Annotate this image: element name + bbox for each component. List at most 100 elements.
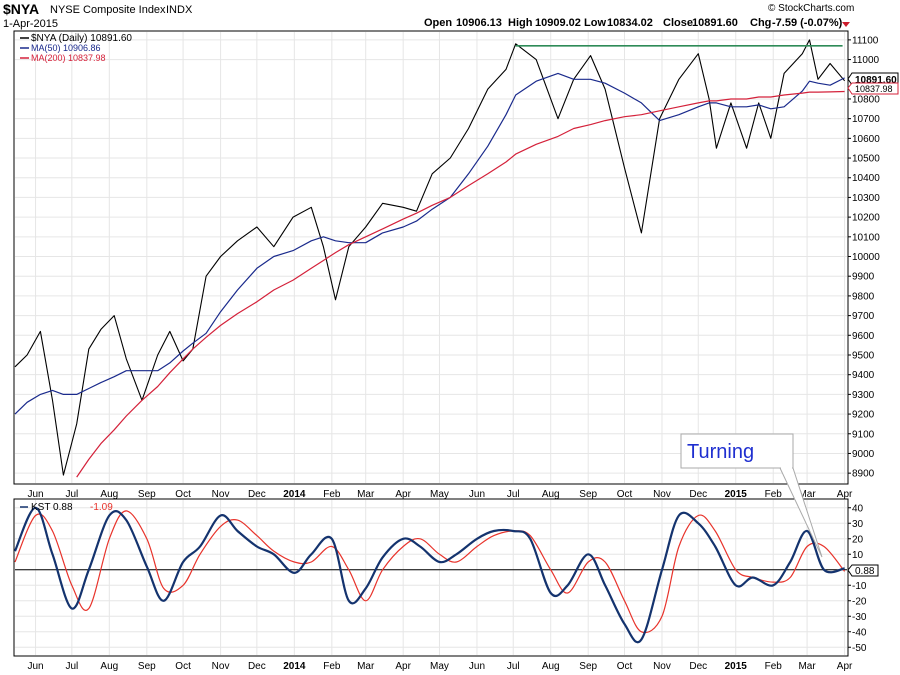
legend-ma200: MA(200) 10837.98 (31, 53, 106, 63)
price-y-tick: 11000 (852, 55, 880, 66)
kst-x-tick: Sep (579, 661, 597, 672)
down-arrow-icon (842, 22, 850, 27)
chart-date: 1-Apr-2015 (3, 18, 58, 30)
price-y-tick: 10600 (852, 134, 880, 145)
price-x-tick: Nov (653, 489, 671, 500)
price-legend: $NYA (Daily) 10891.60 MA(50) 10906.86 MA… (20, 33, 132, 63)
kst-x-tick: 2015 (725, 661, 748, 672)
kst-y-tick: 20 (852, 534, 864, 545)
price-y-tick: 10200 (852, 213, 880, 224)
annotation-text: Turning (687, 441, 754, 463)
kst-x-tick: Mar (357, 661, 375, 672)
price-x-tick: Apr (395, 489, 411, 500)
kst-y-tick: -30 (852, 612, 867, 623)
price-x-tick: Jul (65, 489, 78, 500)
price-last-tag: 10891.60 (855, 75, 897, 86)
kst-y-axis: -50-40-30-20-10010203040 (848, 503, 867, 654)
price-y-tick: 9700 (852, 311, 875, 322)
legend-kst-signal: -1.09 (90, 502, 113, 513)
symbol: $NYA (3, 1, 39, 17)
index-name: NYSE Composite Index (50, 4, 166, 16)
price-y-tick: 9500 (852, 350, 875, 361)
price-y-tick: 10000 (852, 252, 880, 263)
kst-x-tick: 2014 (283, 661, 306, 672)
price-y-tick: 10400 (852, 173, 880, 184)
kst-last-tag: 0.88 (847, 564, 879, 577)
price-x-tick: May (430, 489, 449, 500)
kst-panel (13, 498, 849, 657)
price-x-tick: Jul (507, 489, 520, 500)
kst-x-tick: Aug (542, 661, 560, 672)
price-y-tick: 9000 (852, 449, 875, 460)
price-panel (13, 30, 849, 485)
price-y-tick: 10500 (852, 154, 880, 165)
high-value: 10909.02 (535, 17, 581, 29)
kst-x-tick: Feb (765, 661, 783, 672)
kst-y-tick: -40 (852, 627, 867, 638)
price-y-tick: 9200 (852, 410, 875, 421)
chg-label: Chg (750, 17, 771, 29)
price-x-tick: Jun (469, 489, 485, 500)
close-label: Close (663, 17, 693, 29)
kst-x-tick: Sep (138, 661, 156, 672)
open-value: 10906.13 (456, 17, 502, 29)
legend-kst: KST 0.88 (31, 502, 73, 513)
close-value: 10891.60 (692, 17, 738, 29)
price-x-tick: Feb (765, 489, 783, 500)
kst-y-tick: 40 (852, 503, 864, 514)
price-y-tick: 9100 (852, 429, 875, 440)
kst-x-axis: Jun Jul Aug Sep Oct Nov Dec 2014 Feb Mar Apr May Jun… (27, 661, 853, 672)
low-label: Low (584, 17, 606, 29)
kst-x-tick: Apr (837, 661, 853, 672)
price-y-axis: 8900 9000 9100 9200 9300 9400 9500 9600 9700 9800… (848, 35, 880, 480)
price-x-tick: Mar (798, 489, 816, 500)
turning-annotation: Turning (680, 433, 823, 558)
price-y-tick: 9900 (852, 272, 875, 283)
kst-x-tick: Jul (507, 661, 520, 672)
exchange: INDX (166, 4, 193, 16)
ohlc-readout: Open 10906.13 High 10909.02 Low 10834.02… (424, 17, 843, 29)
price-y-tick: 9600 (852, 331, 875, 342)
kst-y-tick: -20 (852, 596, 867, 607)
price-x-tick: Feb (323, 489, 341, 500)
watermark: © StockCharts.com (768, 3, 854, 14)
low-value: 10834.02 (607, 17, 653, 29)
price-y-tick: 9400 (852, 370, 875, 381)
price-x-tick: Sep (579, 489, 597, 500)
price-x-tick: Dec (689, 489, 707, 500)
price-y-tick: 9300 (852, 390, 875, 401)
price-x-tick: Jun (27, 489, 43, 500)
kst-y-tick: 10 (852, 550, 864, 561)
kst-x-tick: Oct (617, 661, 633, 672)
high-label: High (508, 17, 533, 29)
price-y-tick: 11100 (852, 35, 879, 46)
price-x-tick: Apr (837, 489, 853, 500)
kst-x-tick: Nov (212, 661, 230, 672)
kst-x-tick: Dec (248, 661, 266, 672)
price-x-tick: 2014 (283, 489, 306, 500)
last-value-tags: 10891.60 10837.98 (847, 72, 899, 95)
legend-ma50: MA(50) 10906.86 (31, 43, 101, 53)
kst-line (13, 506, 845, 644)
price-x-tick: Mar (357, 489, 375, 500)
price-x-tick: Oct (175, 489, 191, 500)
price-x-axis: Jun Jul Aug Sep Oct Nov Dec 2014 Feb Mar Apr May Jun… (27, 489, 853, 500)
price-y-tick: 8900 (852, 469, 875, 480)
open-label: Open (424, 17, 452, 29)
price-x-tick: Aug (542, 489, 560, 500)
kst-x-tick: Jun (27, 661, 43, 672)
kst-x-tick: May (430, 661, 449, 672)
price-y-tick: 10300 (852, 193, 880, 204)
price-grid (15, 32, 847, 483)
price-y-tick: 9800 (852, 291, 875, 302)
price-x-tick: Sep (138, 489, 156, 500)
price-plot (14, 39, 846, 478)
ma200-line (76, 90, 845, 478)
price-line (14, 39, 846, 476)
chg-value: -7.59 (-0.07%) (772, 17, 843, 29)
kst-x-tick: Mar (798, 661, 816, 672)
kst-legend: KST 0.88 -1.09 (20, 502, 113, 513)
price-x-tick: 2015 (725, 489, 748, 500)
kst-x-tick: Nov (653, 661, 671, 672)
